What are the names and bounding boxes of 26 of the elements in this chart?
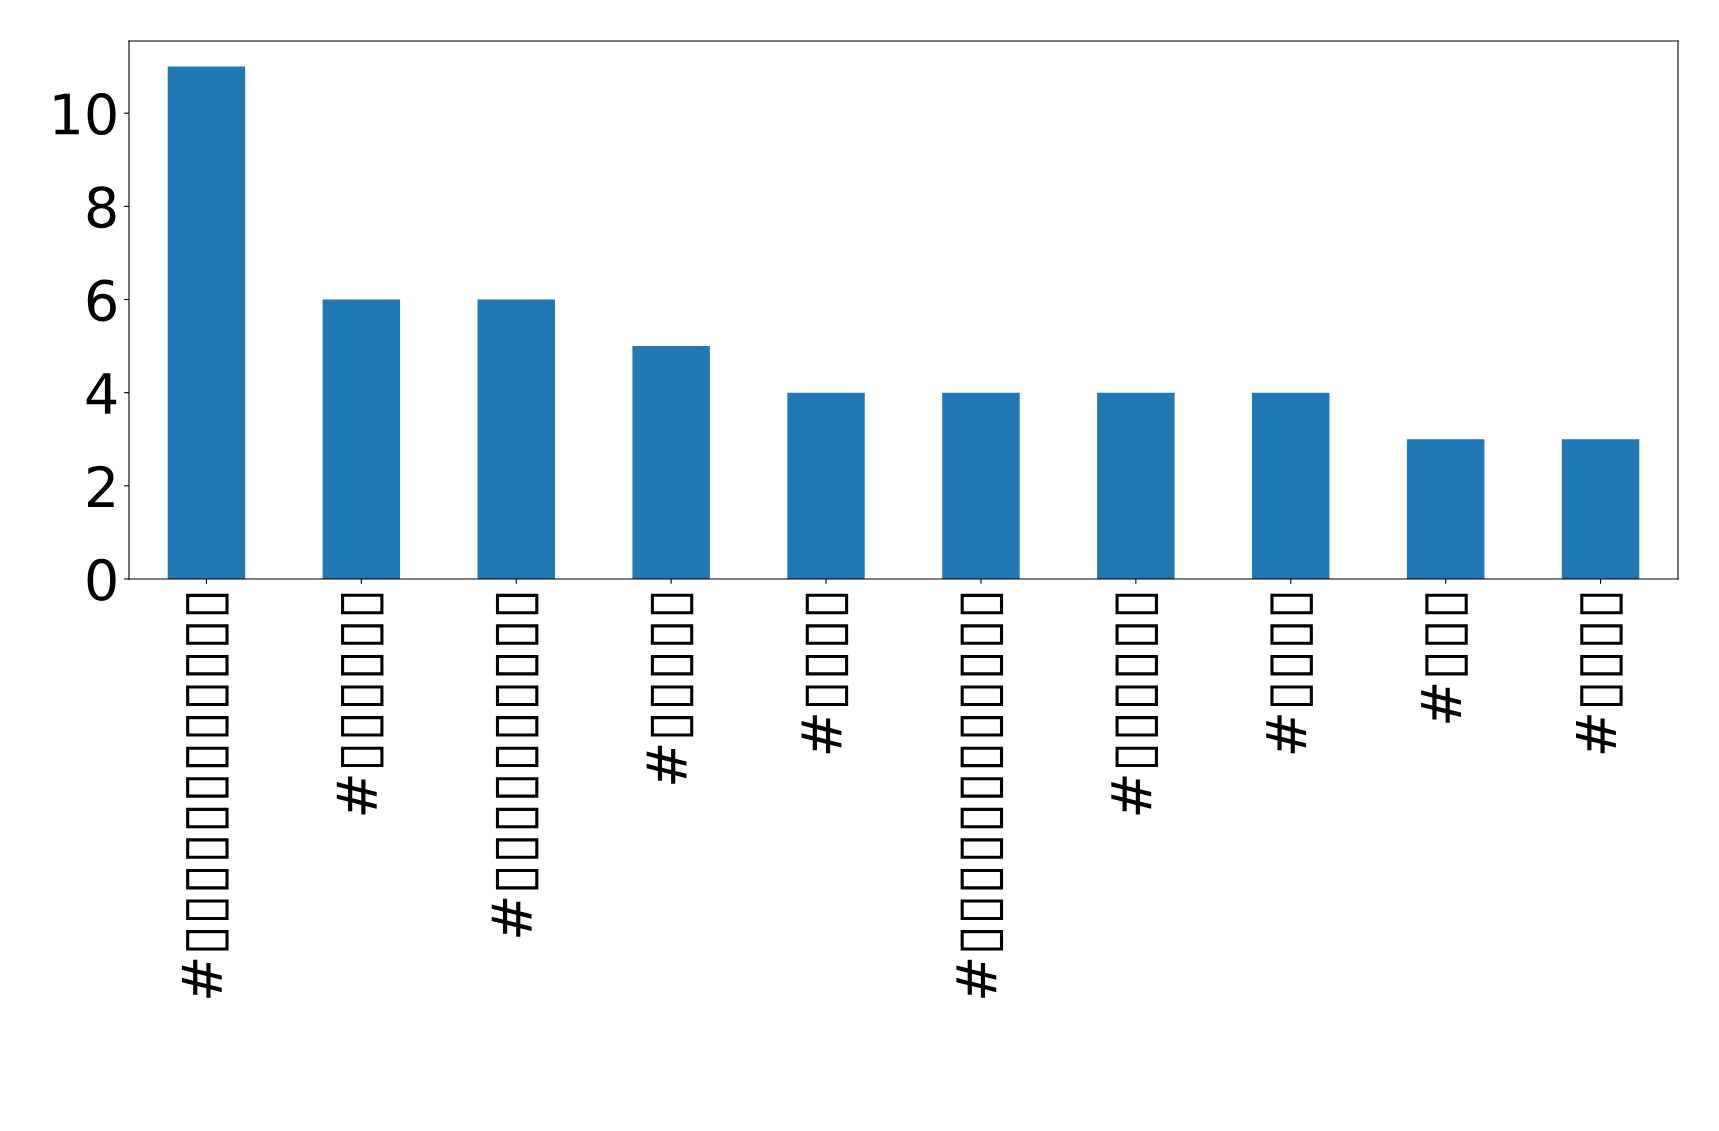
y-tick-label: 10 (54, 93, 116, 136)
bar (1252, 392, 1330, 579)
y-tick-label: 6 (87, 279, 116, 322)
x-tick-label: #▯▯▯▯ (1576, 593, 1623, 754)
bar (477, 299, 555, 579)
bar (1406, 439, 1485, 579)
x-tick-label: #▯▯▯▯▯▯ (1111, 593, 1158, 815)
x-tick-label: #▯▯▯▯▯▯▯▯▯▯ (491, 593, 539, 937)
y-tick-label: 2 (88, 465, 114, 507)
bar (632, 346, 710, 579)
bar (167, 66, 246, 579)
x-tick-label: #▯▯▯▯ (801, 593, 849, 754)
x-tick-label: #▯▯▯ (1421, 593, 1468, 723)
y-tick-label: 8 (87, 186, 116, 229)
bar (1097, 392, 1175, 579)
bar (942, 392, 1020, 579)
x-tick-label: #▯▯▯▯▯ (646, 593, 694, 784)
y-tick-label: 4 (86, 373, 117, 414)
bar (787, 392, 865, 579)
bar (322, 299, 401, 579)
bar (1561, 439, 1640, 579)
x-tick-label: #▯▯▯▯ (1266, 593, 1313, 754)
x-tick-label: #▯▯▯▯▯▯ (336, 593, 384, 815)
x-tick-label: #▯▯▯▯▯▯▯▯▯▯▯▯ (956, 593, 1004, 998)
y-tick-label: 0 (87, 558, 116, 601)
x-tick-label: #▯▯▯▯▯▯▯▯▯▯▯▯ (181, 593, 229, 998)
